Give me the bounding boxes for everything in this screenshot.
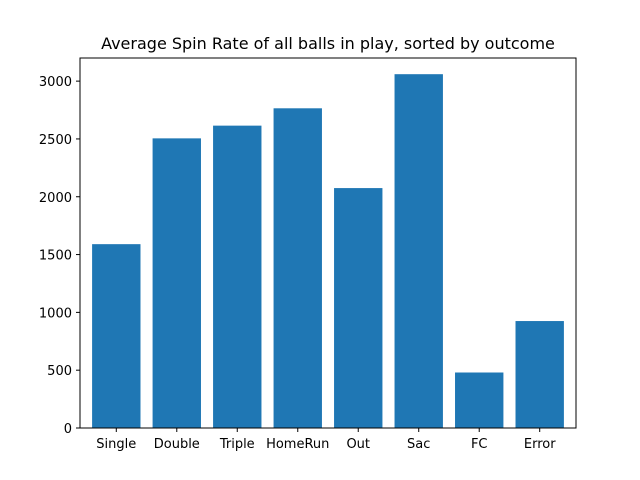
bar-out bbox=[334, 188, 383, 428]
bar-homerun bbox=[273, 108, 322, 428]
y-tick-label: 2000 bbox=[39, 191, 72, 206]
chart-title: Average Spin Rate of all balls in play, … bbox=[101, 34, 555, 53]
bars-group bbox=[92, 74, 564, 428]
x-tick-label: FC bbox=[471, 437, 488, 452]
x-tick-label: Triple bbox=[219, 437, 255, 452]
bar-double bbox=[152, 138, 201, 428]
x-tick-label: Single bbox=[96, 437, 136, 452]
y-tick-label: 2500 bbox=[39, 133, 72, 148]
x-tick-label: Out bbox=[346, 437, 370, 452]
y-tick-label: 500 bbox=[47, 364, 72, 379]
x-tick-label: Error bbox=[524, 437, 556, 452]
bar-triple bbox=[213, 125, 262, 428]
x-tick-label: Double bbox=[154, 437, 200, 452]
x-tick-label: Sac bbox=[407, 437, 430, 452]
y-tick-label: 0 bbox=[64, 422, 72, 437]
y-tick-label: 1500 bbox=[39, 249, 72, 264]
x-axis: Single Double Triple HomeRun Out Sac FC Error bbox=[96, 428, 556, 452]
y-tick-label: 3000 bbox=[39, 75, 72, 90]
x-tick-label: HomeRun bbox=[266, 437, 329, 452]
plot-frame bbox=[79, 57, 577, 429]
y-axis: 0 500 1000 1500 2000 2500 3000 bbox=[39, 75, 80, 437]
bar-sac bbox=[394, 74, 443, 428]
bar-error bbox=[515, 321, 564, 428]
bar-fc bbox=[455, 372, 504, 428]
y-tick-label: 1000 bbox=[39, 306, 72, 321]
bar-single bbox=[92, 244, 141, 428]
